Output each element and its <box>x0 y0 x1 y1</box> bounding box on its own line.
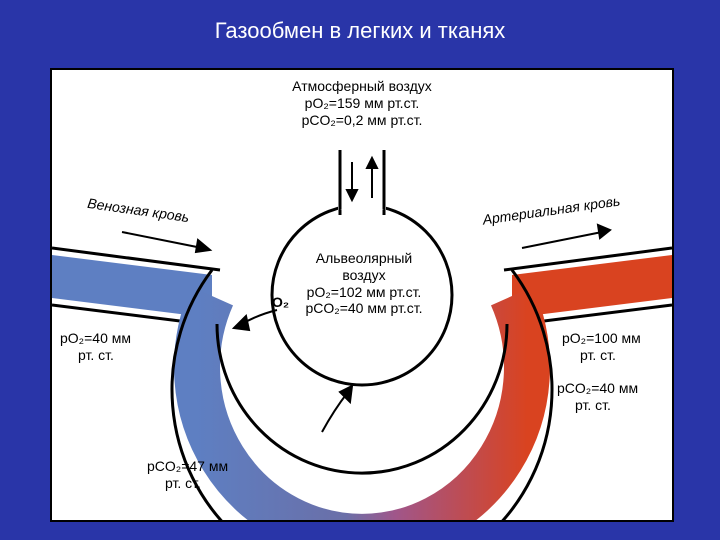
arterial-flow-arrow <box>522 225 610 248</box>
atmospheric-label: Атмосферный воздух pO₂=159 мм рт.ст. pCO… <box>262 78 462 128</box>
o2-symbol: O₂ <box>272 294 289 311</box>
venous-po2-label: pO₂=40 мм рт. ст. <box>60 330 131 364</box>
arterial-pco2-label: pCO₂=40 мм рт. ст. <box>557 380 638 414</box>
co2-diffusion-arrow <box>322 386 352 432</box>
diagram-frame: Атмосферный воздух pO₂=159 мм рт.ст. pCO… <box>50 68 674 522</box>
o2-diffusion-arrow <box>234 310 277 330</box>
arterial-po2-label: pO₂=100 мм рт. ст. <box>562 330 641 364</box>
venous-flow-arrow <box>122 232 210 252</box>
page-title: Газообмен в легких и тканях <box>0 0 720 54</box>
venous-pco2-label: pCO₂=47 мм рт. ст. <box>147 458 228 492</box>
alveolar-label: Альвеолярный воздух pO₂=102 мм рт.ст. pC… <box>284 250 444 317</box>
